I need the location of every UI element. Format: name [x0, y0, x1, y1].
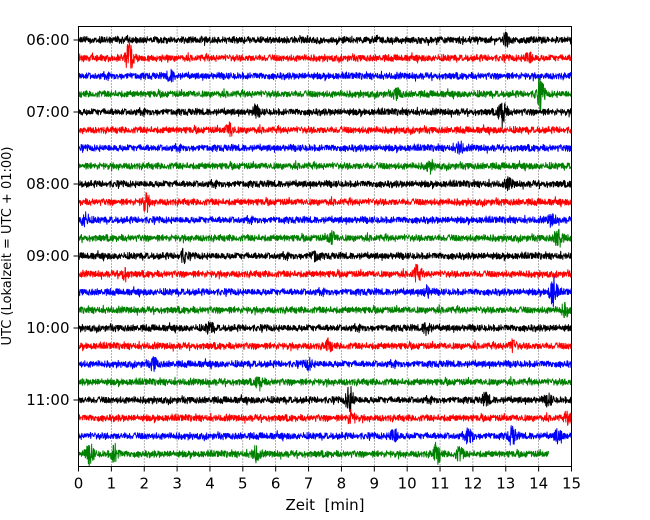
- x-tick-label-11: 11: [430, 475, 449, 493]
- trace-row-20: [78, 385, 572, 416]
- grid-lines: [111, 26, 539, 467]
- seismic-traces: [78, 31, 572, 467]
- trace-row-18: [78, 356, 572, 372]
- x-axis-ticks: 0 1 2 3 4 5 6 7 8 9 10 11 12 13 14 15: [74, 466, 581, 493]
- trace-row-15: [78, 301, 572, 319]
- trace-row-11: [78, 228, 572, 248]
- trace-row-22: [78, 425, 572, 446]
- x-tick-label-14: 14: [529, 475, 548, 493]
- x-tick-label-8: 8: [337, 475, 347, 493]
- trace-row-9: [78, 191, 572, 213]
- trace-row-0: [78, 31, 572, 48]
- y-axis-label: UTC (Lokalzeit = UTC + 01:00): [0, 147, 15, 346]
- x-tick-label-9: 9: [370, 475, 380, 493]
- trace-row-21: [78, 409, 572, 426]
- x-tick-label-2: 2: [139, 475, 149, 493]
- y-tick-label-4: 10:00: [26, 319, 69, 337]
- y-tick-label-3: 09:00: [26, 247, 69, 265]
- trace-row-17: [78, 337, 572, 354]
- trace-row-2: [78, 68, 572, 83]
- trace-row-7: [78, 158, 572, 175]
- x-tick-label-6: 6: [271, 475, 281, 493]
- trace-row-19: [78, 376, 572, 392]
- trace-row-10: [78, 211, 572, 228]
- trace-row-13: [78, 263, 572, 283]
- plot-frame: [78, 26, 572, 467]
- trace-row-16: [78, 321, 572, 337]
- x-tick-label-0: 0: [74, 475, 84, 493]
- trace-row-4: [78, 102, 572, 130]
- x-tick-label-5: 5: [238, 475, 248, 493]
- x-tick-label-10: 10: [398, 475, 417, 493]
- x-tick-label-7: 7: [304, 475, 314, 493]
- trace-row-1: [78, 41, 572, 69]
- trace-row-3: [78, 77, 572, 114]
- trace-row-14: [78, 275, 572, 308]
- x-axis-label: Zeit [min]: [285, 496, 364, 514]
- trace-row-12: [78, 247, 572, 265]
- y-tick-label-0: 06:00: [26, 31, 69, 49]
- y-tick-label-2: 08:00: [26, 175, 69, 193]
- y-tick-label-1: 07:00: [26, 103, 69, 121]
- x-tick-label-3: 3: [172, 475, 182, 493]
- x-tick-label-12: 12: [463, 475, 482, 493]
- y-tick-label-5: 11:00: [26, 391, 69, 409]
- x-tick-label-15: 15: [562, 475, 581, 493]
- x-tick-label-13: 13: [496, 475, 515, 493]
- y-axis-ticks: 06:00 07:00 08:00 09:00 10:00 11:00: [26, 31, 79, 409]
- trace-row-23: [78, 441, 549, 467]
- trace-row-6: [78, 140, 572, 155]
- trace-row-5: [78, 121, 572, 138]
- trace-row-8: [78, 176, 572, 192]
- x-tick-label-4: 4: [205, 475, 215, 493]
- x-tick-label-1: 1: [107, 475, 117, 493]
